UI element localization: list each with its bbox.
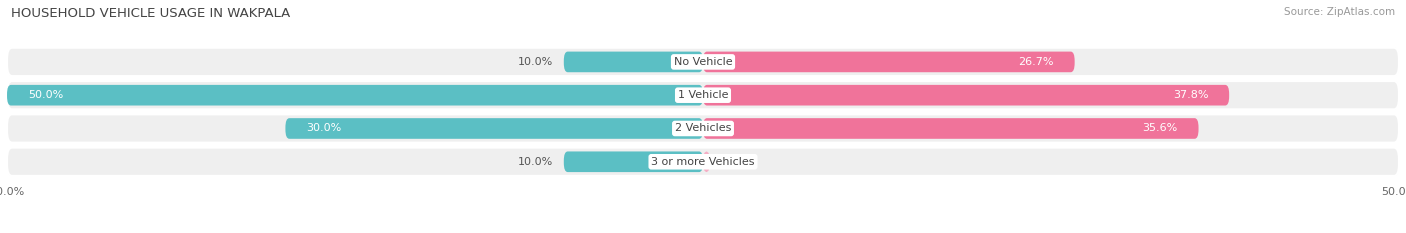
FancyBboxPatch shape <box>7 85 703 106</box>
Text: 0.0%: 0.0% <box>721 157 749 167</box>
FancyBboxPatch shape <box>703 85 1229 106</box>
Text: 37.8%: 37.8% <box>1173 90 1208 100</box>
FancyBboxPatch shape <box>285 118 703 139</box>
FancyBboxPatch shape <box>7 48 1399 76</box>
Text: No Vehicle: No Vehicle <box>673 57 733 67</box>
FancyBboxPatch shape <box>564 151 703 172</box>
FancyBboxPatch shape <box>7 148 1399 176</box>
Text: 3 or more Vehicles: 3 or more Vehicles <box>651 157 755 167</box>
FancyBboxPatch shape <box>7 114 1399 143</box>
FancyBboxPatch shape <box>564 51 703 72</box>
Text: 10.0%: 10.0% <box>517 57 553 67</box>
FancyBboxPatch shape <box>703 151 710 172</box>
FancyBboxPatch shape <box>703 118 1198 139</box>
FancyBboxPatch shape <box>7 81 1399 109</box>
Text: Source: ZipAtlas.com: Source: ZipAtlas.com <box>1284 7 1395 17</box>
Text: 26.7%: 26.7% <box>1018 57 1053 67</box>
FancyBboxPatch shape <box>703 51 1074 72</box>
Text: 2 Vehicles: 2 Vehicles <box>675 123 731 134</box>
Text: 30.0%: 30.0% <box>307 123 342 134</box>
Text: 35.6%: 35.6% <box>1143 123 1178 134</box>
Text: 10.0%: 10.0% <box>517 157 553 167</box>
Text: HOUSEHOLD VEHICLE USAGE IN WAKPALA: HOUSEHOLD VEHICLE USAGE IN WAKPALA <box>11 7 291 20</box>
Text: 50.0%: 50.0% <box>28 90 63 100</box>
Text: 1 Vehicle: 1 Vehicle <box>678 90 728 100</box>
